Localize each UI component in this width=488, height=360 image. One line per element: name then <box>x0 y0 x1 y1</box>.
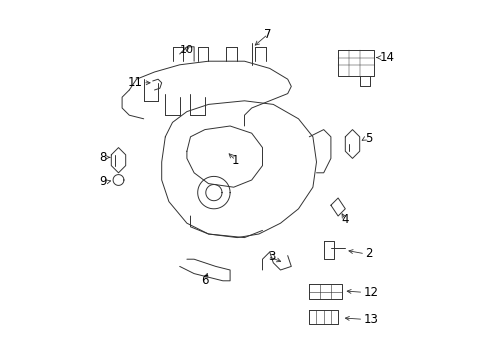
Text: 9: 9 <box>99 175 107 188</box>
Text: 12: 12 <box>363 286 378 299</box>
Text: 3: 3 <box>267 250 275 263</box>
Text: 1: 1 <box>231 154 239 167</box>
Text: 11: 11 <box>128 76 142 89</box>
Text: 13: 13 <box>363 313 377 326</box>
Text: 14: 14 <box>379 51 394 64</box>
Text: 8: 8 <box>100 151 107 164</box>
Text: 2: 2 <box>365 247 372 260</box>
Text: 5: 5 <box>365 132 372 145</box>
Text: 6: 6 <box>201 274 208 287</box>
Text: 7: 7 <box>264 28 271 41</box>
Text: 4: 4 <box>341 213 348 226</box>
Text: 10: 10 <box>180 45 194 55</box>
